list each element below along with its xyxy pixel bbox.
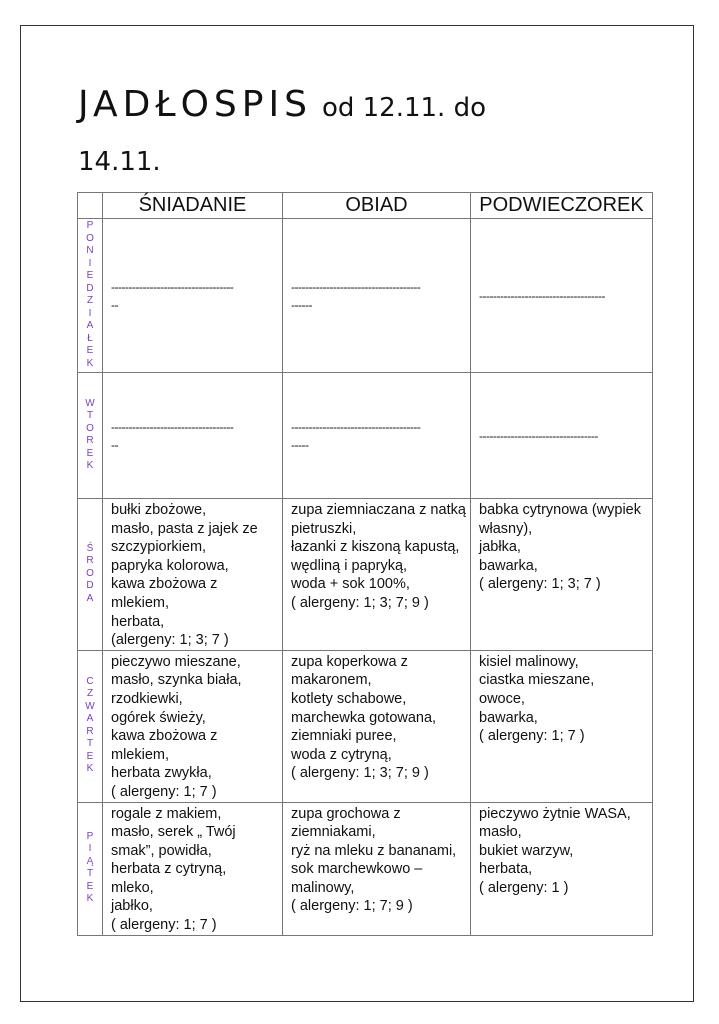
table-row-wednesday: Ś R O D A bułki zbożowe, masło, pasta z … xyxy=(77,498,653,651)
column-header-snack: PODWIECZOREK xyxy=(470,192,653,219)
day-label-cell: W T O R E K xyxy=(77,372,103,499)
table-row-monday: P O N I E D Z I A Ł E K ----------------… xyxy=(77,218,653,373)
column-header-lunch: OBIAD xyxy=(282,192,471,219)
day-label: C Z W A R T E K xyxy=(85,675,95,775)
meal-cell: pieczywo żytnie WASA, masło, bukiet warz… xyxy=(470,801,653,936)
day-label-cell: P O N I E D Z I A Ł E K xyxy=(77,218,103,373)
meal-cell: pieczywo mieszane, masło, szynka biała, … xyxy=(102,649,283,803)
meal-cell: ------------------------------------- --… xyxy=(282,218,471,373)
page-frame xyxy=(20,25,694,1002)
column-header-breakfast: ŚNIADANIE xyxy=(102,192,283,219)
meal-cell: bułki zbożowe, masło, pasta z jajek ze s… xyxy=(102,498,283,651)
meal-cell: ------------------------------------- --… xyxy=(282,372,471,499)
table-row-friday: P I Ą T E K rogale z makiem, masło, sere… xyxy=(77,801,653,936)
meal-cell: zupa ziemniaczana z natką pietruszki, ła… xyxy=(282,498,471,651)
day-label-cell: P I Ą T E K xyxy=(77,801,103,936)
meal-cell: ------------------------------------ xyxy=(470,218,653,373)
corner-cell xyxy=(77,192,103,219)
meal-cell: rogale z makiem, masło, serek „ Twój sma… xyxy=(102,801,283,936)
table-row-tuesday: W T O R E K ----------------------------… xyxy=(77,372,653,499)
day-label: P I Ą T E K xyxy=(86,830,94,905)
meal-cell: zupa koperkowa z makaronem, kotlety scha… xyxy=(282,649,471,803)
title-main: JADŁOSPIS xyxy=(78,84,312,125)
title-date-range-start: od 12.11. do xyxy=(321,93,486,123)
meal-cell: ----------------------------------- -- xyxy=(102,372,283,499)
meal-cell: ---------------------------------- xyxy=(470,372,653,499)
meal-cell: ----------------------------------- -- xyxy=(102,218,283,373)
meal-cell: kisiel malinowy, ciastka mieszane, owoce… xyxy=(470,649,653,803)
meal-cell: babka cytrynowa (wypiek własny), jabłka,… xyxy=(470,498,653,651)
meal-cell: zupa grochowa z ziemniakami, ryż na mlek… xyxy=(282,801,471,936)
page-title: JADŁOSPIS od 12.11. do 14.11. xyxy=(78,80,638,177)
day-label-cell: C Z W A R T E K xyxy=(77,649,103,803)
day-label: Ś R O D A xyxy=(86,542,94,604)
title-date-range-end: 14.11. xyxy=(78,147,161,177)
header-row: ŚNIADANIE OBIAD PODWIECZOREK xyxy=(77,192,653,219)
day-label-cell: Ś R O D A xyxy=(77,498,103,651)
day-label: P O N I E D Z I A Ł E K xyxy=(86,220,94,369)
day-label: W T O R E K xyxy=(85,397,95,472)
table-row-thursday: C Z W A R T E K pieczywo mieszane, masło… xyxy=(77,649,653,803)
menu-table: ŚNIADANIE OBIAD PODWIECZOREK P O N I E D… xyxy=(77,192,653,936)
